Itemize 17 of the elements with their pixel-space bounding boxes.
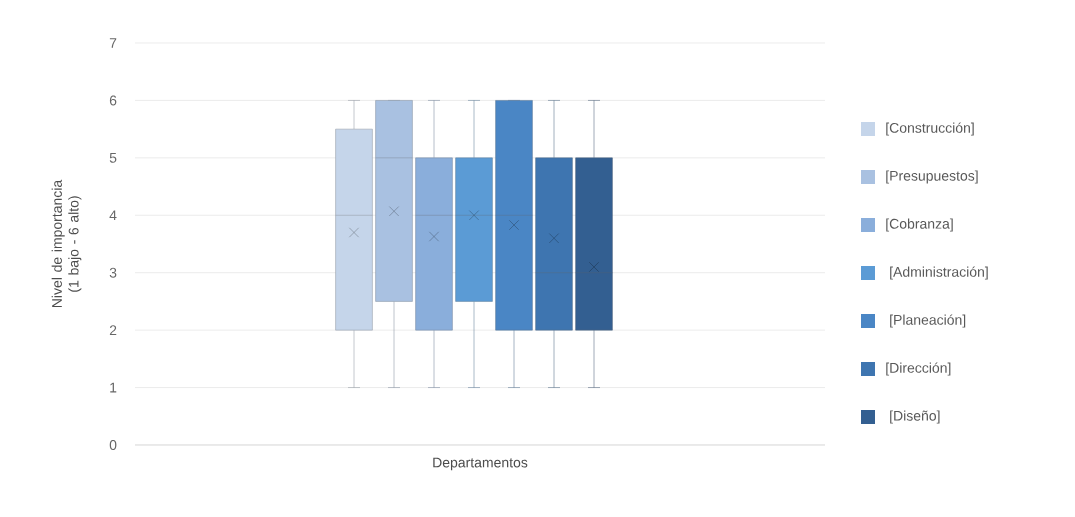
y-tick-label: 4 xyxy=(109,210,117,221)
legend-label: [Dirección] xyxy=(886,362,951,376)
y-tick-label: 2 xyxy=(109,325,117,336)
y-axis-title: Nivel de importancia (1 bajo - 6 alto) xyxy=(51,179,82,308)
legend-label: [Administración] xyxy=(890,266,988,280)
legend-label: [Planeación] xyxy=(890,314,966,328)
y-tick-label: 6 xyxy=(109,95,117,106)
legend-label: [Presupuestos] xyxy=(886,170,978,184)
y-tick-label: 3 xyxy=(109,267,117,278)
legend-label: [Cobranza] xyxy=(886,218,953,232)
y-tick-label: 7 xyxy=(109,38,117,48)
legend-label: [Diseño] xyxy=(890,410,940,424)
legend-label: [Construcción] xyxy=(886,122,974,136)
x-axis-title: Departamentos xyxy=(433,457,528,471)
y-tick-label: 1 xyxy=(110,382,117,393)
y-tick-label: 5 xyxy=(109,152,117,163)
y-tick-label: 0 xyxy=(109,440,117,450)
